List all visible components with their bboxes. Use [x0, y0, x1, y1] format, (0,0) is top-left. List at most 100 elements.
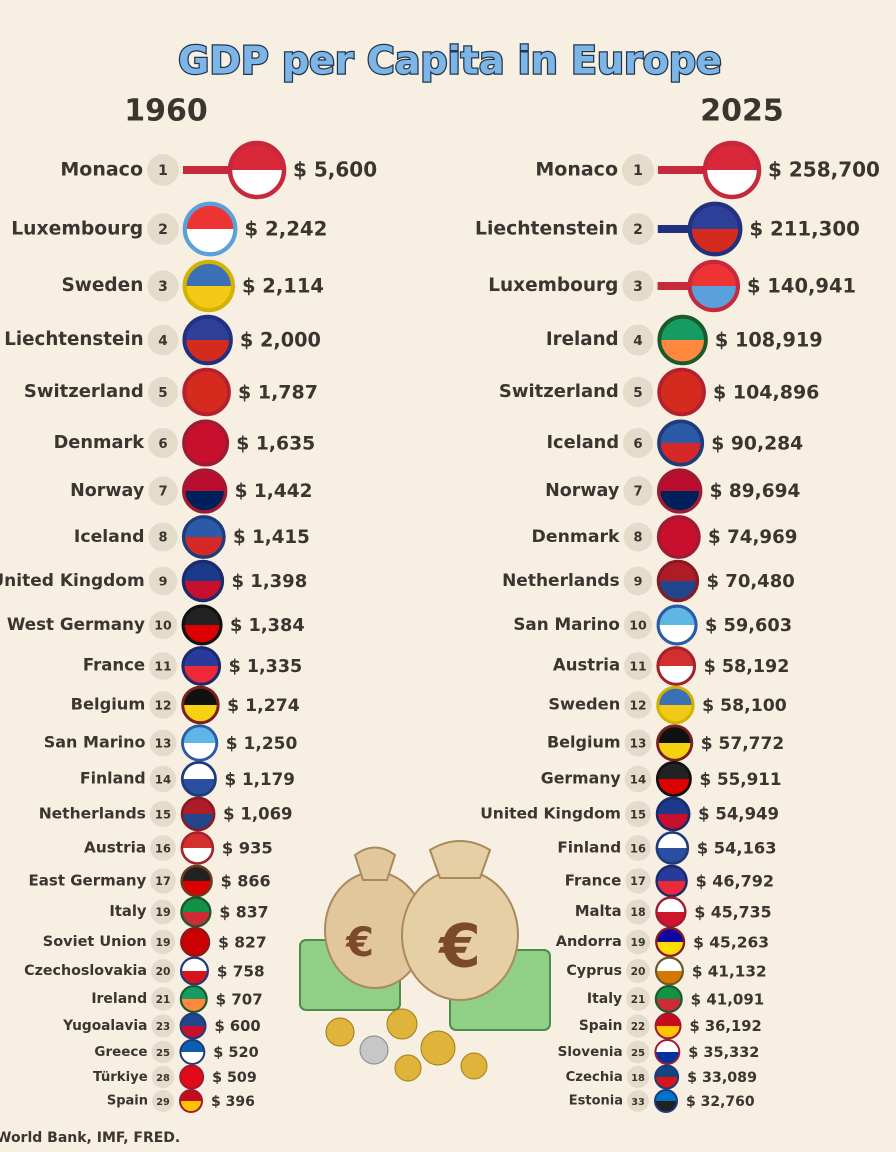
flag-ring: [180, 896, 212, 928]
rank: 13: [630, 737, 647, 751]
flag-ring: [654, 1039, 681, 1065]
gdp-value: $ 89,694: [710, 481, 801, 502]
rank-badge: [624, 691, 652, 719]
country-name: Yugoalavia: [62, 1018, 147, 1034]
gdp-value: $ 104,896: [713, 382, 819, 404]
flag-bottom: [183, 537, 225, 558]
flag: [181, 515, 226, 559]
rank-badge: [148, 522, 178, 552]
gdp-value: $ 41,132: [692, 963, 767, 981]
flag-bottom: [181, 881, 212, 896]
flag-bottom: [655, 1026, 681, 1039]
flag: [656, 559, 700, 603]
rank: 12: [630, 699, 647, 713]
flag-bottom: [658, 443, 703, 465]
country-name: France: [565, 872, 622, 890]
rank-badge: [151, 1014, 175, 1038]
gdp-value: $ 1,442: [235, 481, 313, 502]
gdp-value: $ 1,179: [224, 769, 294, 789]
flag: [656, 685, 695, 725]
flag-bottom: [659, 340, 706, 364]
rank: 17: [630, 875, 646, 888]
rank: 9: [159, 575, 168, 590]
flag-ring: [655, 831, 690, 865]
flag-ring: [654, 1012, 682, 1040]
rank: 10: [629, 618, 647, 633]
rank-badge: [150, 958, 176, 984]
flag: [657, 314, 708, 366]
rank: 2: [633, 222, 643, 238]
gdp-value: $ 758: [217, 963, 265, 981]
flag: [656, 646, 697, 686]
flag-top: [655, 986, 682, 999]
flag-top: [657, 687, 694, 705]
rank: 21: [156, 994, 171, 1006]
flag-top: [182, 725, 217, 743]
country-name: Ireland: [91, 991, 147, 1007]
flag-ring: [657, 314, 708, 366]
flag: [227, 140, 287, 200]
gdp-value: $ 2,000: [240, 329, 321, 352]
flag-ring: [181, 685, 220, 725]
flag-ring: [182, 201, 238, 257]
flag-ring: [179, 985, 208, 1013]
rank: 7: [158, 485, 167, 500]
flag-top: [183, 421, 228, 443]
flag-bottom: [655, 1077, 679, 1089]
rank: 11: [629, 660, 646, 674]
flag-ring: [687, 259, 740, 313]
country-name: Greece: [94, 1044, 147, 1060]
flag: [655, 831, 690, 865]
gdp-value: $ 36,192: [689, 1018, 761, 1035]
flag-top: [655, 1013, 681, 1026]
flag-bottom: [182, 779, 216, 796]
flag-bottom: [656, 912, 686, 927]
flag-ring: [654, 1064, 680, 1090]
flag-top: [180, 1013, 206, 1026]
rank: 18: [631, 1073, 645, 1084]
country-name: Malta: [575, 903, 622, 920]
rank: 1: [633, 163, 643, 179]
flag-ring: [179, 1089, 203, 1113]
gdp-value: $ 59,603: [705, 616, 792, 636]
country-name: Luxembourg: [11, 219, 143, 240]
flag-ring: [182, 468, 228, 514]
flag-top: [657, 762, 691, 779]
flag-top: [183, 516, 225, 537]
gdp-value: $ 600: [214, 1018, 260, 1035]
flag-top: [658, 561, 698, 581]
flag: [182, 201, 238, 257]
flag-bottom: [659, 392, 705, 415]
flag-bottom: [183, 581, 223, 601]
rank: 19: [630, 936, 645, 949]
flag-ring: [181, 515, 226, 559]
country-name: Spain: [579, 1018, 623, 1034]
rank-badge: [152, 1090, 174, 1112]
country-name: Czechia: [566, 1070, 623, 1085]
flag-ring: [657, 468, 703, 514]
gdp-value: $ 57,772: [701, 734, 784, 754]
rank-badge: [150, 929, 176, 955]
flag: [181, 646, 222, 686]
rank: 5: [633, 385, 642, 401]
country-name: Spain: [107, 1094, 148, 1109]
rank-badge: [150, 868, 176, 894]
flag-top: [181, 928, 210, 942]
flag: [657, 468, 703, 514]
flag-top: [184, 316, 231, 340]
rank: 10: [154, 618, 172, 633]
flag-ring: [655, 896, 687, 928]
flag: [656, 724, 694, 762]
flag-top: [655, 1065, 679, 1077]
country-name: United Kingdom: [480, 805, 621, 823]
flag: [687, 201, 743, 257]
rank-badge: [626, 1014, 650, 1038]
flag-bottom: [657, 666, 695, 685]
rank-badge: [623, 428, 653, 458]
rank: 15: [155, 808, 171, 822]
gdp-value: $ 55,911: [699, 769, 781, 789]
rank-badge: [148, 610, 178, 640]
gdp-value: $ 1,635: [236, 434, 315, 455]
